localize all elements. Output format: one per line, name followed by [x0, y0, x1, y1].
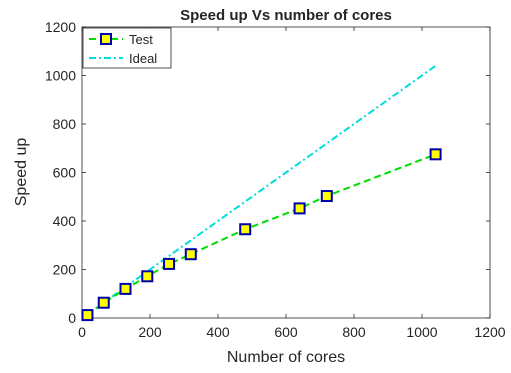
data-point-test	[163, 257, 176, 270]
y-axis-label: Speed up	[13, 138, 30, 207]
data-point-test	[239, 223, 252, 236]
y-tick-label: 600	[53, 165, 77, 181]
data-point-test	[293, 202, 306, 215]
x-axis-label: Number of cores	[227, 349, 345, 366]
series-line-test	[86, 153, 436, 316]
legend-marker-test	[100, 33, 112, 45]
legend-label-ideal: Ideal	[129, 51, 157, 66]
y-tick-label: 0	[68, 310, 76, 326]
axis-ticks: 0 200 400 600 800 1000 1200 0 200 400 600 800 1000 12…	[45, 19, 506, 340]
legend: Test Ideal	[82, 27, 172, 69]
y-tick-label: 400	[53, 213, 77, 229]
x-tick-label: 600	[274, 324, 298, 340]
x-tick-label: 400	[206, 324, 230, 340]
x-tick-label: 800	[342, 324, 366, 340]
x-tick-label: 1000	[406, 324, 437, 340]
series-layer	[81, 64, 442, 322]
legend-box	[82, 27, 172, 69]
y-tick-label: 1000	[45, 68, 76, 84]
y-tick-label: 800	[53, 116, 77, 132]
y-tick-label: 200	[53, 262, 77, 278]
data-point-test	[97, 296, 110, 309]
data-point-test	[184, 248, 197, 261]
x-tick-label: 200	[138, 324, 162, 340]
data-point-test	[320, 190, 333, 203]
chart-title: Speed up Vs number of cores	[180, 7, 392, 24]
y-tick-label: 1200	[45, 19, 76, 35]
x-tick-label: 0	[78, 324, 86, 340]
x-tick-label: 1200	[474, 324, 505, 340]
data-point-test	[119, 282, 132, 295]
legend-label-test: Test	[129, 32, 153, 47]
data-point-test	[429, 148, 442, 161]
data-point-test	[81, 309, 94, 322]
data-point-test	[141, 270, 154, 283]
